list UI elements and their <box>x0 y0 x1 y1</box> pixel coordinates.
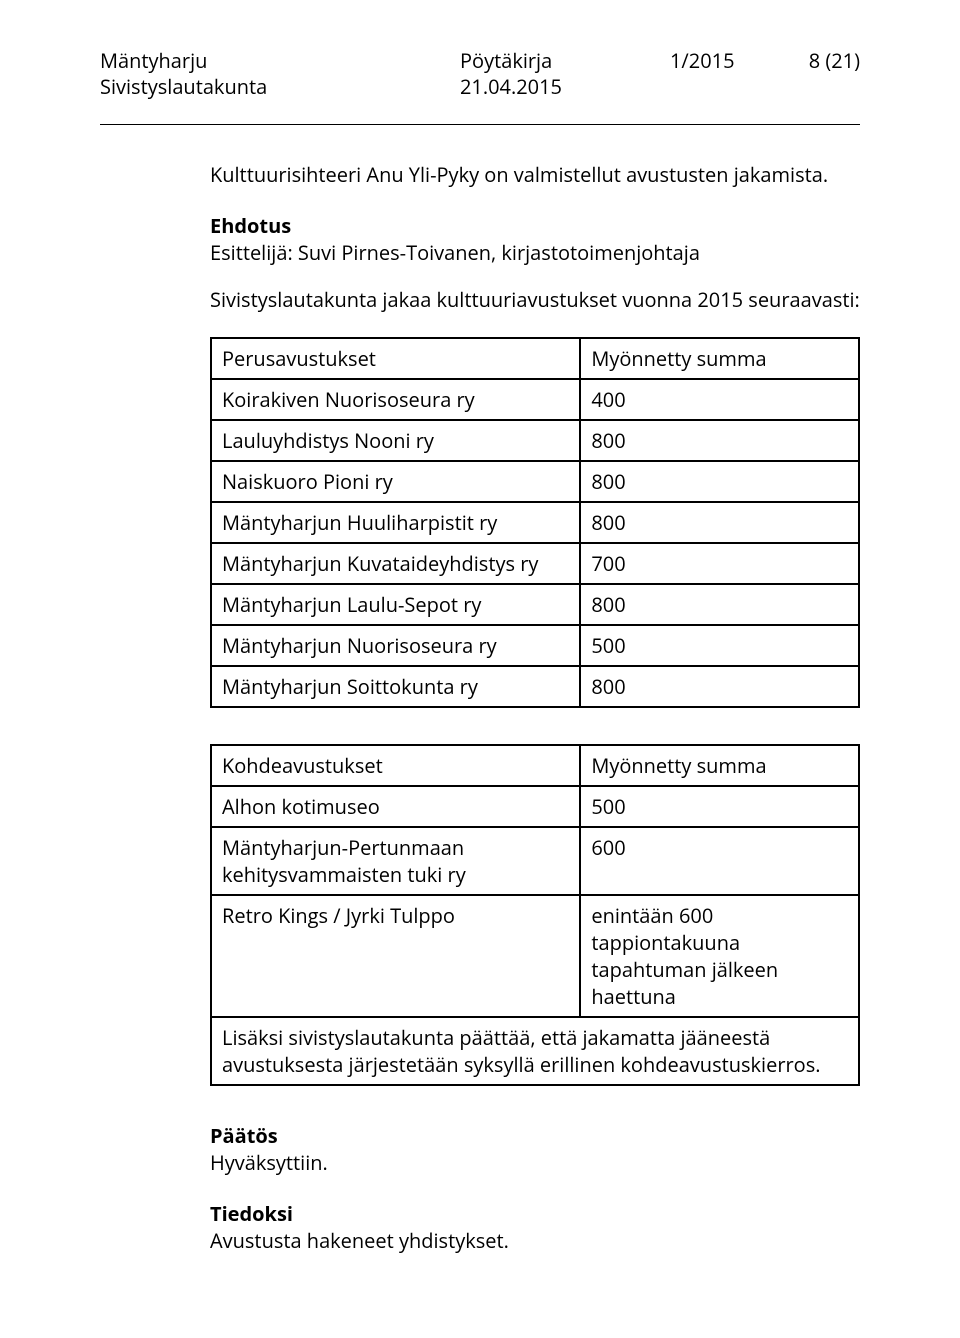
proposal-body: Sivistyslautakunta jakaa kulttuuriavustu… <box>210 286 860 313</box>
page: Mäntyharju Pöytäkirja 1/2015 8 (21) Sivi… <box>0 0 960 1338</box>
org-name: Mäntyharju <box>100 48 460 74</box>
proposal-heading: Ehdotus <box>210 212 291 239</box>
grant-amount: 800 <box>580 502 859 543</box>
info-text: Avustusta hakeneet yhdistykset. <box>210 1227 509 1254</box>
grant-amount: enintään 600 tappiontakuuna tapahtuman j… <box>580 895 859 1017</box>
grant-amount: 400 <box>580 379 859 420</box>
grant-amount: 500 <box>580 625 859 666</box>
grant-name: Mäntyharjun Soittokunta ry <box>211 666 580 707</box>
grant-name: Retro Kings / Jyrki Tulppo <box>211 895 580 1017</box>
content-area: Kulttuurisihteeri Anu Yli-Pyky on valmis… <box>100 161 860 1254</box>
grant-name: Koirakiven Nuorisoseura ry <box>211 379 580 420</box>
table-row: Mäntyharjun Soittokunta ry 800 <box>211 666 859 707</box>
table-footer-note: Lisäksi sivistyslautakunta päättää, että… <box>211 1017 859 1085</box>
grant-name: Lauluyhdistys Nooni ry <box>211 420 580 461</box>
target-grants-table: Kohdeavustukset Myönnetty summa Alhon ko… <box>210 744 860 1086</box>
grant-amount: 700 <box>580 543 859 584</box>
proposal-presenter: Esittelijä: Suvi Pirnes-Toivanen, kirjas… <box>210 239 700 266</box>
doc-type: Pöytäkirja <box>460 48 670 74</box>
table-header-left: Perusavustukset <box>211 338 580 379</box>
grant-amount: 500 <box>580 786 859 827</box>
grant-amount: 800 <box>580 666 859 707</box>
page-number: 8 (21) <box>770 48 860 74</box>
decision-text: Hyväksyttiin. <box>210 1149 328 1176</box>
grant-amount: 800 <box>580 584 859 625</box>
grant-name: Alhon kotimuseo <box>211 786 580 827</box>
grant-name: Mäntyharjun Kuvataideyhdistys ry <box>211 543 580 584</box>
table-row: Mäntyharjun Huuliharpistit ry 800 <box>211 502 859 543</box>
grant-amount: 600 <box>580 827 859 895</box>
grant-amount: 800 <box>580 420 859 461</box>
info-heading: Tiedoksi <box>210 1200 293 1227</box>
basic-grants-table: Perusavustukset Myönnetty summa Koirakiv… <box>210 337 860 708</box>
doc-date: 21.04.2015 <box>460 74 670 100</box>
grant-name: Mäntyharjun Nuorisoseura ry <box>211 625 580 666</box>
table-header-right: Myönnetty summa <box>580 338 859 379</box>
grant-name: Naiskuoro Pioni ry <box>211 461 580 502</box>
table-row: Koirakiven Nuorisoseura ry 400 <box>211 379 859 420</box>
table-row: Naiskuoro Pioni ry 800 <box>211 461 859 502</box>
intro-paragraph: Kulttuurisihteeri Anu Yli-Pyky on valmis… <box>210 161 860 188</box>
table-row: Perusavustukset Myönnetty summa <box>211 338 859 379</box>
table-row: Mäntyharjun Kuvataideyhdistys ry 700 <box>211 543 859 584</box>
header-row-1: Mäntyharju Pöytäkirja 1/2015 8 (21) <box>100 48 860 74</box>
grant-name: Mäntyharjun Huuliharpistit ry <box>211 502 580 543</box>
table-row: Mäntyharjun Nuorisoseura ry 500 <box>211 625 859 666</box>
proposal-block: Ehdotus Esittelijä: Suvi Pirnes-Toivanen… <box>210 212 860 266</box>
grant-name: Mäntyharjun-Pertunmaan kehitysvammaisten… <box>211 827 580 895</box>
grant-name: Mäntyharjun Laulu-Sepot ry <box>211 584 580 625</box>
header-rule <box>100 124 860 125</box>
grant-amount: 800 <box>580 461 859 502</box>
table-row: Lisäksi sivistyslautakunta päättää, että… <box>211 1017 859 1085</box>
table-header-left: Kohdeavustukset <box>211 745 580 786</box>
table-row: Retro Kings / Jyrki Tulppo enintään 600 … <box>211 895 859 1017</box>
table-row: Alhon kotimuseo 500 <box>211 786 859 827</box>
table-row: Lauluyhdistys Nooni ry 800 <box>211 420 859 461</box>
decision-block: Päätös Hyväksyttiin. <box>210 1122 860 1176</box>
info-block: Tiedoksi Avustusta hakeneet yhdistykset. <box>210 1200 860 1254</box>
table-row: Mäntyharjun Laulu-Sepot ry 800 <box>211 584 859 625</box>
table-row: Kohdeavustukset Myönnetty summa <box>211 745 859 786</box>
header-row-2: Sivistyslautakunta 21.04.2015 <box>100 74 860 100</box>
org-subname: Sivistyslautakunta <box>100 74 460 100</box>
table-row: Mäntyharjun-Pertunmaan kehitysvammaisten… <box>211 827 859 895</box>
ref-number: 1/2015 <box>670 48 770 74</box>
table-header-right: Myönnetty summa <box>580 745 859 786</box>
